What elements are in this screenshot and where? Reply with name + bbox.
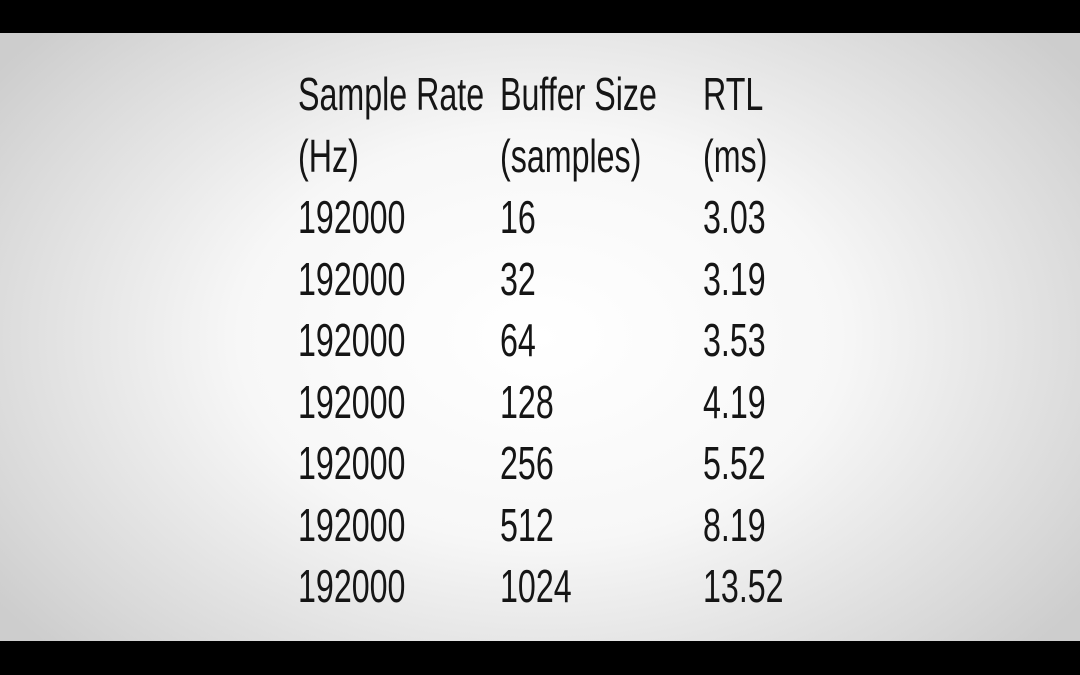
table-cell: 3.19: [703, 252, 766, 305]
table-cell: 4.19: [703, 375, 766, 428]
table-cell: 192000: [298, 191, 406, 243]
slide: Sample Rate (Hz) Buffer Size (samples) RTL (m…: [0, 33, 1080, 641]
table-cell: 192000: [298, 314, 406, 366]
table-cell: 1024: [500, 560, 572, 612]
table-cell: 192000: [298, 560, 406, 612]
table: Sample Rate (Hz) Buffer Size (samples) RTL (m…: [298, 64, 928, 624]
table-cell: 8.19: [703, 498, 766, 551]
table-cell: 13.52: [703, 560, 784, 612]
table-cell: 3.03: [703, 191, 766, 243]
table-cell: 192000: [298, 375, 406, 428]
header-cell: (Hz): [298, 129, 359, 182]
header-cell: Buffer Size: [500, 68, 657, 120]
table-cell: 3.53: [703, 314, 766, 366]
table-cell: 5.52: [703, 437, 766, 489]
table-cell: 128: [500, 375, 554, 428]
table-cell: 192000: [298, 437, 406, 489]
table-cell: 64: [500, 314, 536, 366]
table-cell: 192000: [298, 498, 406, 551]
table-cell: 256: [500, 437, 554, 489]
header-cell: RTL: [703, 68, 764, 120]
table-cell: 16: [500, 191, 536, 243]
table-cell: 32: [500, 252, 536, 305]
table-cell: 192000: [298, 252, 406, 305]
header-cell: Sample Rate: [298, 68, 485, 120]
header-cell: (ms): [703, 129, 768, 182]
header-cell: (samples): [500, 129, 642, 182]
table-cell: 512: [500, 498, 554, 551]
